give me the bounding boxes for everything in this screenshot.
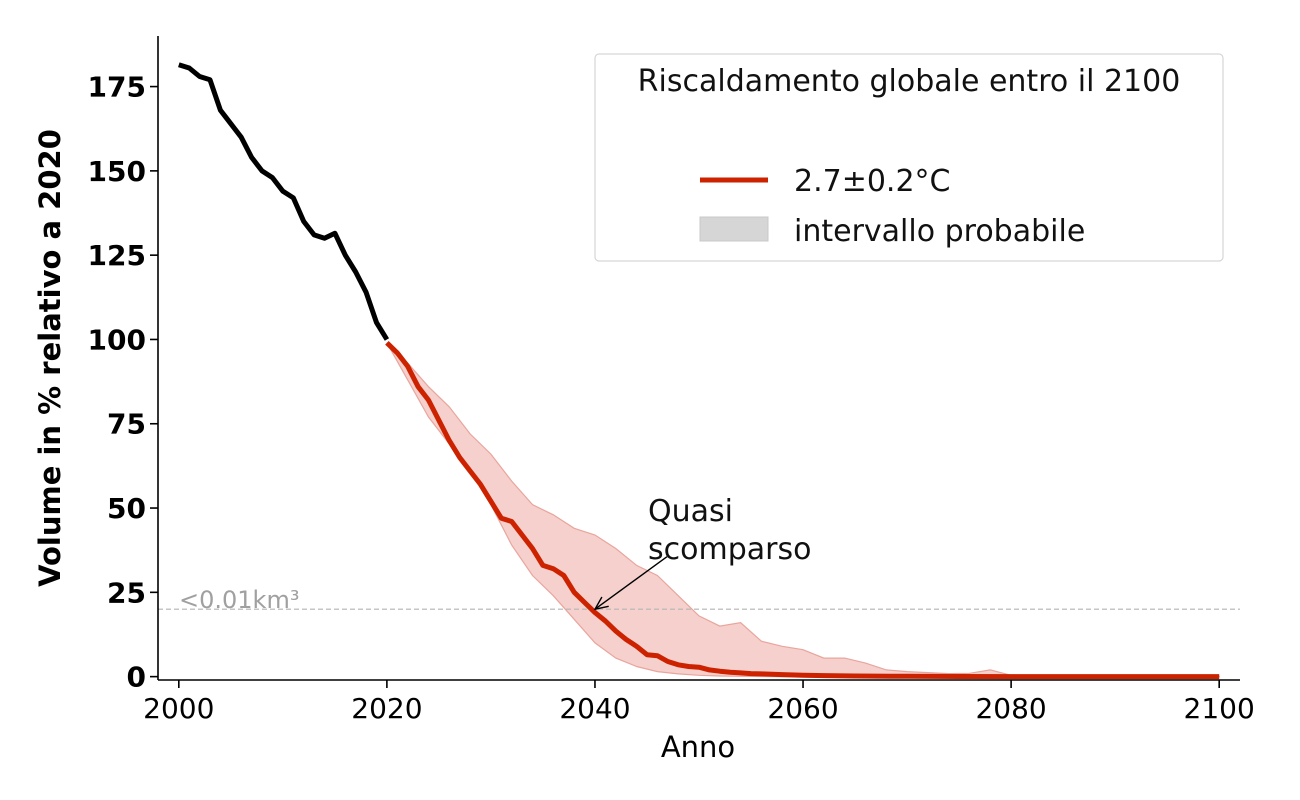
x-tick-label: 2060 [767, 692, 838, 725]
uncertainty-band [386, 342, 1220, 678]
annotation-arrow [594, 556, 668, 610]
legend-frame [594, 53, 1224, 262]
y-tick-label: 150 [88, 155, 146, 188]
x-tick-label: 2020 [351, 692, 422, 725]
x-tick-label: 2100 [1184, 692, 1255, 725]
y-axis-title: Volume in % relativo a 2020 [33, 129, 67, 587]
legend: Riscaldamento globale entro il 2100 2.7±… [594, 53, 1224, 262]
x-axis-title: Anno [661, 730, 735, 764]
y-tick-label: 0 [127, 661, 146, 694]
legend-entry-band: intervallo probabile [794, 214, 1085, 249]
annotation-arrowhead [593, 596, 609, 611]
annotation-text-line2: scomparso [648, 532, 811, 567]
legend-title: Riscaldamento globale entro il 2100 [638, 64, 1181, 99]
legend-entry-projection: 2.7±0.2°C [794, 164, 951, 199]
projection-series-line [385, 341, 1220, 680]
annotation-text-line1: Quasi [648, 494, 733, 529]
axes: 2000 2020 2040 2060 2080 2100 0 25 50 75 100 125 150… [88, 36, 1255, 725]
plot-area [158, 62, 1240, 680]
x-tick-label: 2080 [975, 692, 1046, 725]
y-tick-label: 75 [107, 408, 146, 441]
x-tick-label: 2040 [559, 692, 630, 725]
y-tick-label: 100 [88, 323, 146, 356]
y-tick-label: 125 [88, 239, 146, 272]
x-tick-label: 2000 [143, 692, 214, 725]
threshold-label: <0.01km³ [179, 586, 299, 614]
y-tick-label: 175 [88, 71, 146, 104]
annotation: Quasi scomparso [593, 494, 811, 611]
y-tick-label: 25 [107, 576, 146, 609]
observed-series-line [178, 62, 390, 341]
legend-band-swatch [699, 216, 769, 242]
y-tick-label: 50 [107, 492, 146, 525]
